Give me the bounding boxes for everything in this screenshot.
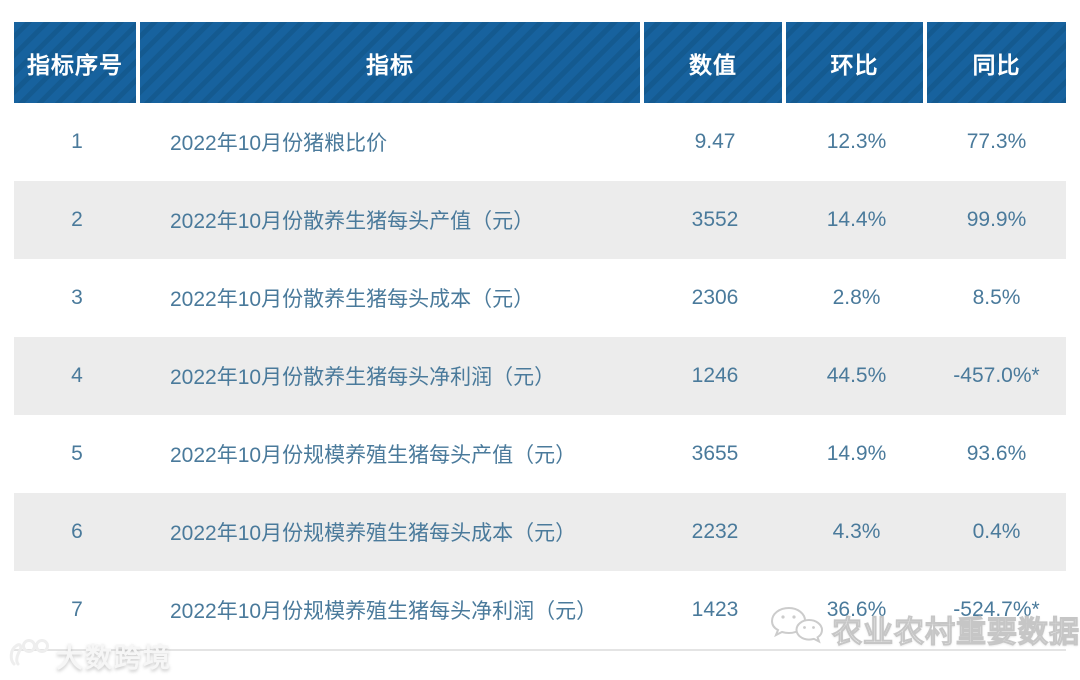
cell-value: 1423 — [691, 598, 739, 621]
data-table: 指标序号 指标 数值 环比 同比 1 2022年10月份猪粮比价 9.47 12… — [14, 22, 1066, 651]
header-value: 数值 — [644, 22, 786, 103]
cell-value: 3552 — [691, 208, 739, 231]
cell-yoy: 99.9% — [966, 208, 1027, 231]
cell-mom: 14.4% — [826, 208, 887, 231]
cell-yoy: 8.5% — [972, 286, 1021, 309]
table-row: 1 2022年10月份猪粮比价 9.47 12.3% 77.3% — [14, 103, 1066, 181]
cell-indicator: 2022年10月份散养生猪每头成本（元） — [170, 288, 535, 311]
cell-value: 2306 — [691, 286, 739, 309]
cell-yoy: 77.3% — [966, 130, 1027, 153]
cell-indicator: 2022年10月份散养生猪每头净利润（元） — [170, 366, 556, 389]
cell-mom: 44.5% — [826, 364, 887, 387]
cell-yoy: 93.6% — [966, 442, 1027, 465]
cell-yoy: -524.7%* — [953, 598, 1040, 621]
header-indicator: 指标 — [140, 22, 644, 103]
cell-indicator: 2022年10月份规模养殖生猪每头产值（元） — [170, 444, 577, 467]
header-indicator-no: 指标序号 — [14, 22, 140, 103]
cell-no: 5 — [71, 442, 83, 465]
cell-mom: 4.3% — [832, 520, 881, 543]
table-row: 4 2022年10月份散养生猪每头净利润（元） 1246 44.5% -457.… — [14, 337, 1066, 415]
cell-indicator: 2022年10月份猪粮比价 — [170, 132, 388, 155]
cell-no: 4 — [71, 364, 83, 387]
cell-no: 2 — [71, 208, 83, 231]
table-row: 5 2022年10月份规模养殖生猪每头产值（元） 3655 14.9% 93.6… — [14, 415, 1066, 493]
cell-value: 9.47 — [694, 130, 736, 153]
table-row: 2 2022年10月份散养生猪每头产值（元） 3552 14.4% 99.9% — [14, 181, 1066, 259]
table-row: 3 2022年10月份散养生猪每头成本（元） 2306 2.8% 8.5% — [14, 259, 1066, 337]
table-row: 6 2022年10月份规模养殖生猪每头成本（元） 2232 4.3% 0.4% — [14, 493, 1066, 571]
cell-no: 7 — [71, 598, 83, 621]
table-body: 1 2022年10月份猪粮比价 9.47 12.3% 77.3% 2 2022年… — [14, 103, 1066, 651]
cell-no: 1 — [71, 130, 83, 153]
header-mom: 环比 — [786, 22, 927, 103]
cell-mom: 12.3% — [826, 130, 887, 153]
cell-mom: 2.8% — [832, 286, 881, 309]
cell-yoy: -457.0%* — [953, 364, 1040, 387]
cell-yoy: 0.4% — [972, 520, 1021, 543]
table-header-row: 指标序号 指标 数值 环比 同比 — [14, 22, 1066, 103]
cell-indicator: 2022年10月份规模养殖生猪每头成本（元） — [170, 522, 577, 545]
cell-value: 1246 — [691, 364, 739, 387]
cell-no: 6 — [71, 520, 83, 543]
header-yoy: 同比 — [927, 22, 1066, 103]
cell-indicator: 2022年10月份散养生猪每头产值（元） — [170, 210, 535, 233]
cell-indicator: 2022年10月份规模养殖生猪每头净利润（元） — [170, 600, 598, 623]
cell-mom: 14.9% — [826, 442, 887, 465]
cell-no: 3 — [71, 286, 83, 309]
cell-mom: 36.6% — [826, 598, 887, 621]
cell-value: 3655 — [691, 442, 739, 465]
table-row: 7 2022年10月份规模养殖生猪每头净利润（元） 1423 36.6% -52… — [14, 571, 1066, 649]
cell-value: 2232 — [691, 520, 739, 543]
